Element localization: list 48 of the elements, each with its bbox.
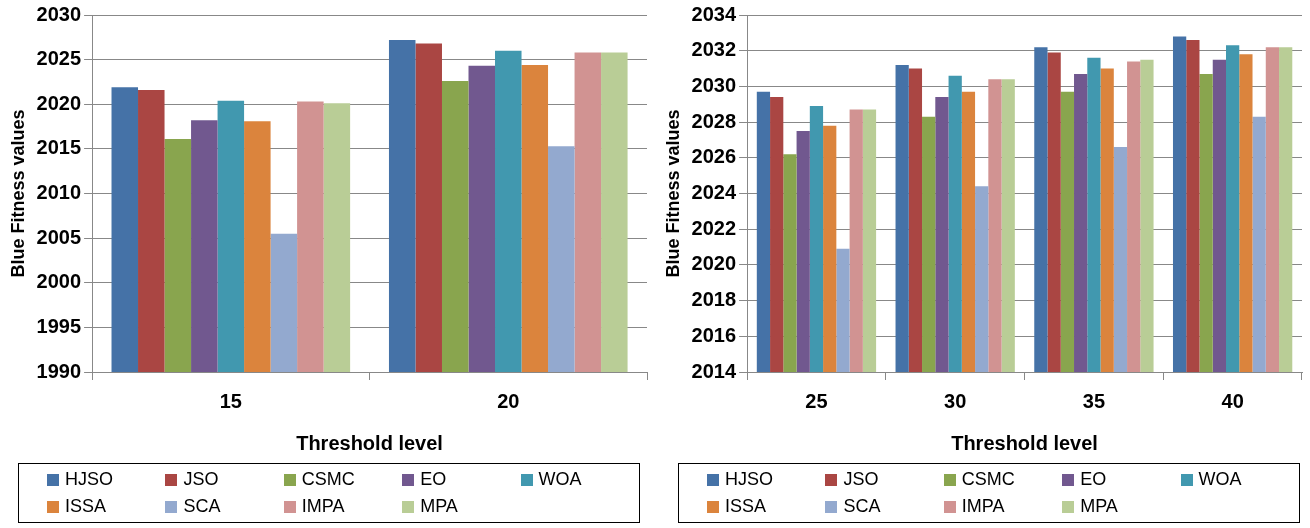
legend-label: CSMC (961, 468, 1015, 491)
legend-label: IMPA (961, 495, 1005, 518)
y-tick-label: 2010 (36, 181, 82, 204)
legend-label: ISSA (65, 495, 107, 518)
y-tick-label: 2024 (691, 181, 737, 204)
y-tick-label: 2025 (36, 47, 82, 70)
y-tick-label: 2030 (691, 73, 737, 96)
legend-label: JSO (843, 468, 879, 491)
y-tick-label: 2005 (36, 225, 82, 248)
x-axis-title: Threshold level (951, 431, 1098, 454)
y-tick-label: 2015 (36, 136, 82, 159)
legend-label: JSO (183, 468, 219, 491)
legend-label: WOA (538, 468, 582, 491)
y-tick-label: 2016 (691, 323, 737, 346)
legend-label: CSMC (301, 468, 355, 491)
y-tick-label: 2018 (691, 288, 737, 311)
y-tick-label: 2026 (691, 145, 737, 168)
y-tick-label: 2028 (691, 109, 737, 132)
y-axis-title: Blue Fitness values (662, 109, 683, 278)
legend-label: WOA (1198, 468, 1242, 491)
x-tick-label: 25 (805, 389, 828, 412)
legend-label: MPA (1080, 495, 1118, 518)
legend-label: IMPA (301, 495, 345, 518)
y-tick-label: 2000 (36, 270, 82, 293)
x-tick-label: 20 (497, 389, 520, 412)
y-tick-label: 2020 (691, 252, 737, 275)
x-tick-label: 35 (1082, 389, 1106, 412)
legend-label: HJSO (65, 468, 114, 491)
y-tick-label: 2032 (691, 38, 737, 61)
legend-label: EO (1080, 468, 1107, 491)
x-tick-label: 30 (944, 389, 967, 412)
legend-label: SCA (183, 495, 221, 518)
legend-label: EO (420, 468, 447, 491)
x-tick-label: 15 (219, 389, 242, 412)
legend-label: HJSO (725, 468, 774, 491)
y-tick-label: 1995 (36, 314, 82, 337)
y-tick-label: 2034 (691, 2, 737, 25)
y-axis-title: Blue Fitness values (7, 109, 28, 278)
y-tick-label: 2020 (36, 91, 82, 114)
y-tick-label: 2030 (36, 2, 82, 25)
legend-label: MPA (420, 495, 458, 518)
legend-label: SCA (843, 495, 881, 518)
x-axis-title: Threshold level (296, 431, 443, 454)
x-tick-label: 40 (1221, 389, 1244, 412)
y-tick-label: 2022 (691, 216, 737, 239)
y-tick-label: 1990 (36, 359, 82, 382)
legend-label: ISSA (725, 495, 767, 518)
y-tick-label: 2014 (691, 359, 737, 382)
